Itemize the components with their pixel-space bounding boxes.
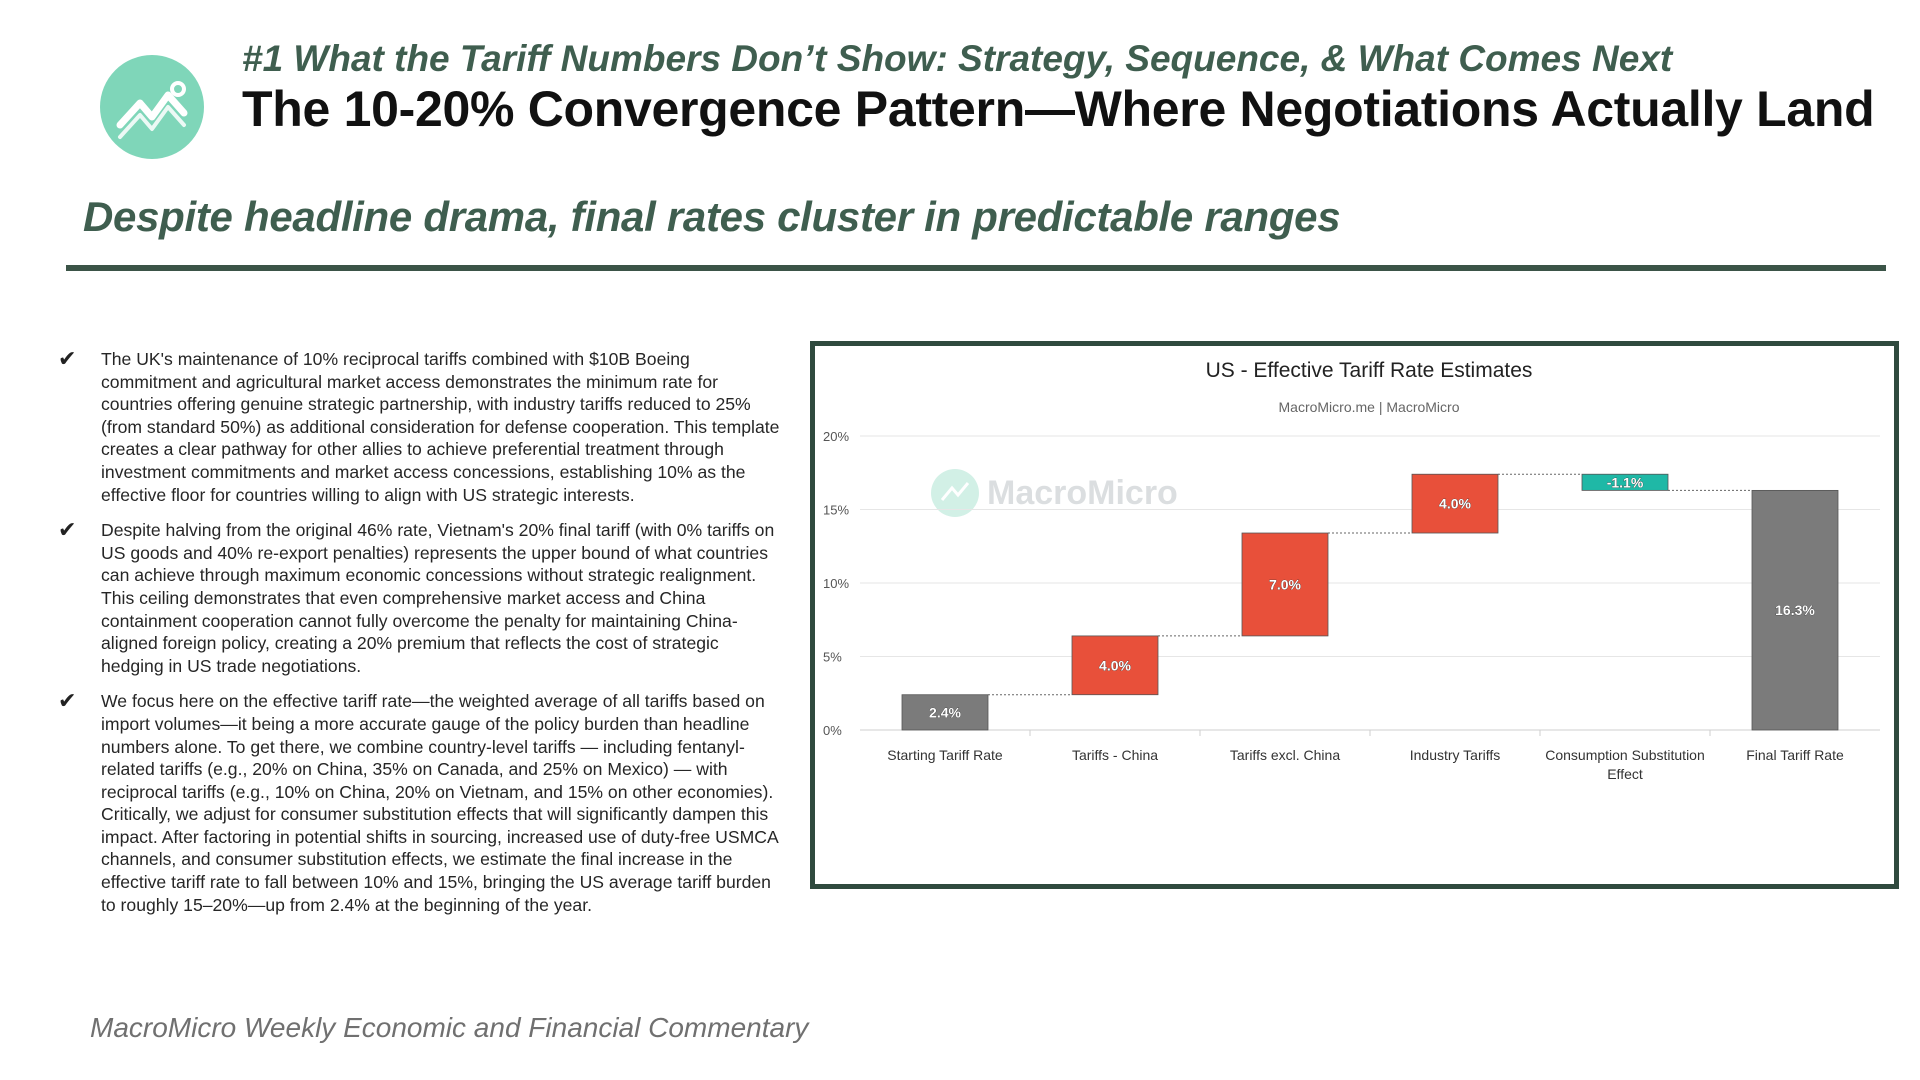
waterfall-bar bbox=[1411, 473, 1499, 534]
y-tick-label: 10% bbox=[823, 576, 849, 591]
checkmark-icon: ✔ bbox=[58, 517, 77, 543]
page-title: The 10-20% Convergence Pattern—Where Neg… bbox=[242, 81, 1875, 137]
data-label: 4.0% bbox=[1099, 657, 1131, 673]
data-label: 7.0% bbox=[1269, 576, 1301, 592]
waterfall-bar bbox=[1751, 489, 1839, 731]
chart-subtitle: MacroMicro.me | MacroMicro bbox=[1279, 399, 1460, 415]
data-label: 2.4% bbox=[929, 704, 961, 720]
header-divider bbox=[66, 265, 1886, 271]
bullet-text: The UK's maintenance of 10% reciprocal t… bbox=[101, 349, 780, 505]
bullet-list: ✔ The UK's maintenance of 10% reciprocal… bbox=[58, 346, 783, 929]
chart-trend-icon bbox=[116, 81, 188, 139]
waterfall-bar bbox=[1071, 635, 1159, 696]
footer-note: MacroMicro Weekly Economic and Financial… bbox=[90, 1012, 809, 1043]
checkmark-icon: ✔ bbox=[58, 688, 77, 714]
y-tick-label: 15% bbox=[823, 503, 849, 518]
bullet-text: Despite halving from the original 46% ra… bbox=[101, 520, 775, 676]
watermark-text: MacroMicro bbox=[987, 474, 1178, 512]
waterfall-bar bbox=[1241, 532, 1329, 637]
checkmark-icon: ✔ bbox=[58, 346, 77, 371]
y-tick-label: 20% bbox=[823, 429, 849, 444]
bullet-text: We focus here on the effective tariff ra… bbox=[101, 691, 778, 915]
section-kicker: #1 What the Tariff Numbers Don’t Show: S… bbox=[242, 38, 1673, 79]
waterfall-bar bbox=[1581, 473, 1669, 491]
x-tick-label: Final Tariff Rate bbox=[1746, 747, 1844, 763]
chart-title: US - Effective Tariff Rate Estimates bbox=[1206, 359, 1533, 382]
x-tick-label: Industry Tariffs bbox=[1410, 747, 1501, 763]
y-tick-label: 5% bbox=[823, 650, 842, 665]
watermark: MacroMicro bbox=[931, 469, 1178, 517]
page-subtitle: Despite headline drama, final rates clus… bbox=[83, 193, 1341, 240]
data-label: -1.1% bbox=[1607, 474, 1644, 490]
bullet-item: ✔ Despite halving from the original 46% … bbox=[58, 519, 783, 677]
y-tick-label: 0% bbox=[823, 723, 842, 738]
x-tick-label: Starting Tariff Rate bbox=[887, 747, 1003, 763]
chart-panel: US - Effective Tariff Rate Estimates Mac… bbox=[810, 341, 1899, 889]
data-label: 16.3% bbox=[1775, 602, 1815, 618]
x-tick-label: Tariffs excl. China bbox=[1230, 747, 1340, 763]
waterfall-bar bbox=[901, 694, 989, 731]
brand-logo bbox=[100, 55, 204, 159]
x-tick-label: Tariffs - China bbox=[1072, 747, 1158, 763]
data-label: 4.0% bbox=[1439, 496, 1471, 512]
bullet-item: ✔ We focus here on the effective tariff … bbox=[58, 690, 783, 916]
x-tick-label: Consumption Substitution Effect bbox=[1545, 747, 1705, 782]
waterfall-chart: US - Effective Tariff Rate Estimates Mac… bbox=[823, 359, 1880, 782]
bullet-item: ✔ The UK's maintenance of 10% reciprocal… bbox=[58, 346, 783, 506]
